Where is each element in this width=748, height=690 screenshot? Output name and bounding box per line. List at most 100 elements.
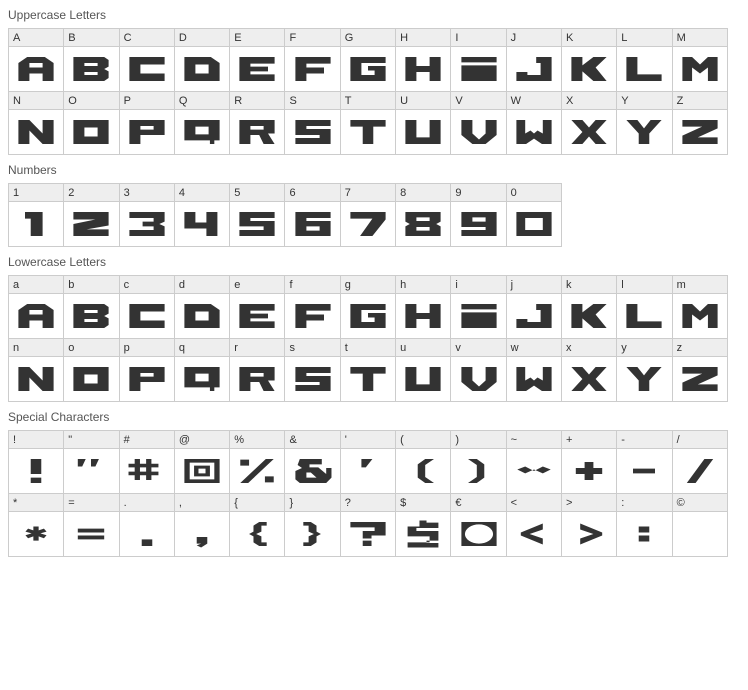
- glyph-preview: [9, 449, 63, 493]
- glyph-cell: >: [561, 493, 617, 557]
- glyph-preview: [285, 202, 339, 246]
- glyph-preview: [451, 202, 505, 246]
- glyph-cell: T: [340, 91, 396, 155]
- glyph-cell: o: [63, 338, 119, 402]
- glyph-preview: [396, 47, 450, 91]
- glyph-label: r: [230, 339, 284, 357]
- glyph-preview: [9, 294, 63, 338]
- glyph-label: 0: [507, 184, 561, 202]
- glyph-label: m: [673, 276, 727, 294]
- glyph-preview: [673, 294, 727, 338]
- glyph-cell: M: [672, 28, 728, 92]
- glyph-label: z: [673, 339, 727, 357]
- glyph-row: ABCDEFGHIJKLM: [8, 28, 740, 92]
- glyph-label: e: [230, 276, 284, 294]
- glyph-preview: [230, 449, 284, 493]
- glyph-cell: 1: [8, 183, 64, 247]
- glyph-label: v: [451, 339, 505, 357]
- glyph-preview: [451, 357, 505, 401]
- glyph-cell: (: [395, 430, 451, 494]
- glyph-label: !: [9, 431, 63, 449]
- glyph-row: 1234567890: [8, 183, 740, 247]
- glyph-cell: *: [8, 493, 64, 557]
- glyph-preview: [120, 110, 174, 154]
- glyph-preview: [451, 512, 505, 556]
- glyph-label: @: [175, 431, 229, 449]
- glyph-label: j: [507, 276, 561, 294]
- glyph-preview: [562, 110, 616, 154]
- glyph-label: ': [341, 431, 395, 449]
- glyph-cell: r: [229, 338, 285, 402]
- glyph-cell: H: [395, 28, 451, 92]
- glyph-label: >: [562, 494, 616, 512]
- glyph-preview: [617, 110, 671, 154]
- glyph-row: nopqrstuvwxyz: [8, 338, 740, 402]
- glyph-label: F: [285, 29, 339, 47]
- glyph-preview: [617, 294, 671, 338]
- glyph-preview: [285, 47, 339, 91]
- glyph-preview: [341, 512, 395, 556]
- glyph-cell: y: [616, 338, 672, 402]
- glyph-label: $: [396, 494, 450, 512]
- glyph-label: Q: [175, 92, 229, 110]
- glyph-label: /: [673, 431, 727, 449]
- glyph-label: l: [617, 276, 671, 294]
- glyph-cell: a: [8, 275, 64, 339]
- glyph-label: -: [617, 431, 671, 449]
- glyph-label: A: [9, 29, 63, 47]
- glyph-preview: [230, 357, 284, 401]
- section: Lowercase Lettersabcdefghijklmnopqrstuvw…: [8, 255, 740, 402]
- glyph-preview: [9, 47, 63, 91]
- glyph-preview: [9, 512, 63, 556]
- glyph-cell: +: [561, 430, 617, 494]
- glyph-cell: n: [8, 338, 64, 402]
- glyph-preview: [396, 512, 450, 556]
- section-title: Uppercase Letters: [8, 8, 740, 22]
- glyph-label: V: [451, 92, 505, 110]
- glyph-cell: #: [119, 430, 175, 494]
- glyph-cell: v: [450, 338, 506, 402]
- glyph-label: g: [341, 276, 395, 294]
- glyph-cell: ©: [672, 493, 728, 557]
- glyph-label: I: [451, 29, 505, 47]
- glyph-label: T: [341, 92, 395, 110]
- glyph-cell: X: [561, 91, 617, 155]
- glyph-label: =: [64, 494, 118, 512]
- glyph-cell: C: [119, 28, 175, 92]
- glyph-cell: 9: [450, 183, 506, 247]
- glyph-label: t: [341, 339, 395, 357]
- glyph-cell: u: [395, 338, 451, 402]
- glyph-preview: [175, 47, 229, 91]
- glyph-label: S: [285, 92, 339, 110]
- glyph-preview: [562, 47, 616, 91]
- glyph-preview: [64, 449, 118, 493]
- glyph-cell: Q: [174, 91, 230, 155]
- glyph-label: D: [175, 29, 229, 47]
- glyph-preview: [396, 449, 450, 493]
- glyph-label: :: [617, 494, 671, 512]
- glyph-cell: w: [506, 338, 562, 402]
- glyph-cell: @: [174, 430, 230, 494]
- glyph-cell: Y: [616, 91, 672, 155]
- glyph-cell: e: [229, 275, 285, 339]
- glyph-label: K: [562, 29, 616, 47]
- glyph-label: ?: [341, 494, 395, 512]
- glyph-preview: [120, 47, 174, 91]
- glyph-preview: [507, 512, 561, 556]
- glyph-label: W: [507, 92, 561, 110]
- glyph-label: ©: [673, 494, 727, 512]
- glyph-cell: =: [63, 493, 119, 557]
- glyph-preview: [9, 357, 63, 401]
- glyph-preview: [230, 110, 284, 154]
- glyph-preview: [285, 512, 339, 556]
- glyph-cell: z: [672, 338, 728, 402]
- glyph-preview: [562, 294, 616, 338]
- glyph-preview: [673, 47, 727, 91]
- glyph-label: s: [285, 339, 339, 357]
- glyph-label: <: [507, 494, 561, 512]
- glyph-label: 1: [9, 184, 63, 202]
- glyph-cell: %: [229, 430, 285, 494]
- glyph-cell: 3: [119, 183, 175, 247]
- glyph-label: y: [617, 339, 671, 357]
- glyph-label: d: [175, 276, 229, 294]
